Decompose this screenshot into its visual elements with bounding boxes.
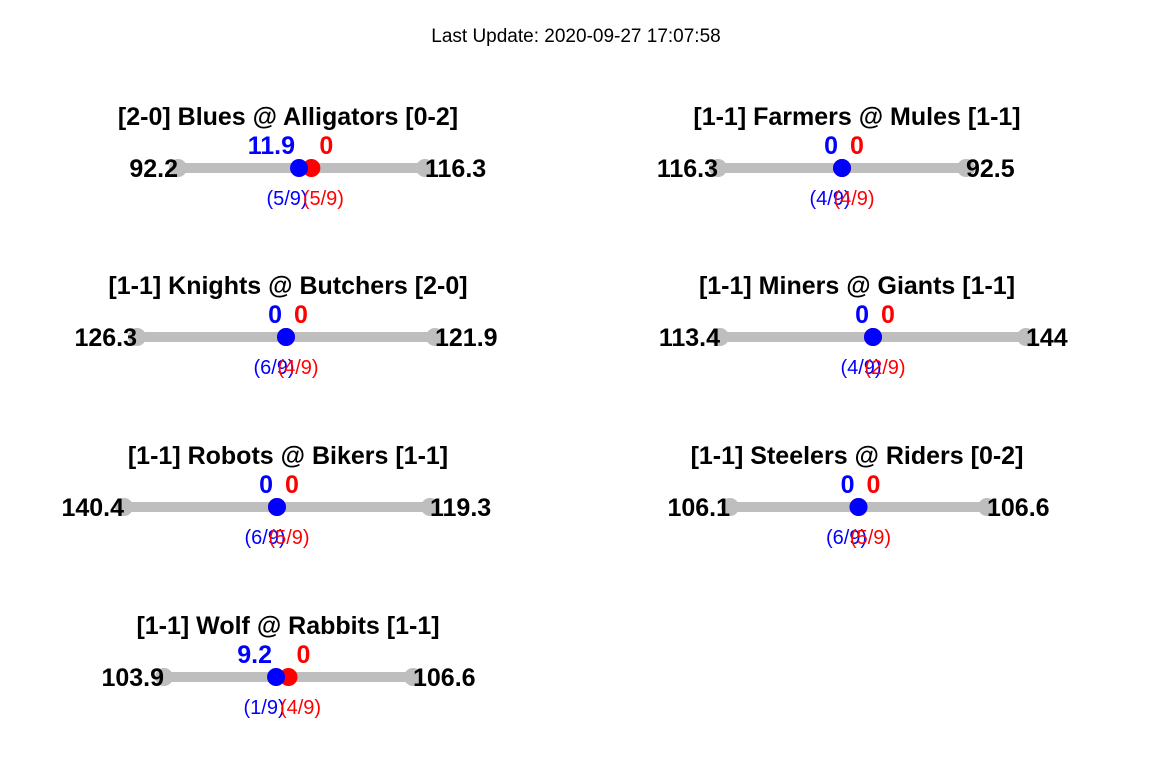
away-points-label: 0 — [259, 471, 273, 499]
away-marker — [833, 159, 851, 177]
matchup-panel: [1-1] Steelers @ Riders [0-2] 106.1 106.6 0… — [667, 442, 1049, 549]
right-total-label: 144 — [1026, 324, 1068, 352]
home-points-label: 0 — [285, 471, 299, 499]
away-marker — [267, 668, 286, 686]
away-progress-label: (6/9) — [253, 357, 294, 379]
right-total-label: 106.6 — [413, 664, 476, 692]
home-points-label: 0 — [297, 641, 311, 669]
left-total-label: 92.2 — [129, 155, 178, 183]
away-points-label: 0 — [855, 301, 869, 329]
matchup-panel: [1-1] Robots @ Bikers [1-1]140.4 119.3 0 0 (… — [61, 442, 491, 549]
track-left-end — [115, 498, 133, 516]
last-update-time: 2020-09-27 17:07:58 — [544, 26, 721, 47]
home-progress-label: (2/9) — [864, 357, 905, 379]
track-left-end — [155, 668, 173, 686]
away-points-label: 9.2 — [237, 641, 272, 669]
away-points-label: 0 — [268, 301, 282, 329]
home-progress-label: (4/9) — [280, 697, 321, 719]
matchup-title: [2-0] Blues @ Alligators [0-2] — [118, 103, 458, 131]
away-progress-label: (4/9) — [809, 188, 850, 210]
home-progress-label: (4/9) — [833, 188, 874, 210]
matchup-panel: [1-1] Wolf @ Rabbits [1-1] 103.9 106.6 9.2 0… — [101, 612, 475, 719]
away-marker — [864, 328, 882, 346]
away-marker — [849, 498, 868, 516]
track-left-end — [721, 498, 739, 516]
away-marker — [268, 498, 286, 516]
left-total-label: 140.4 — [61, 494, 124, 522]
last-update-line: Last Update: 2020-09-27 17:07:58 — [0, 26, 1152, 48]
track-left-end — [169, 159, 187, 177]
track-right-end — [1017, 328, 1035, 346]
matchup-title: [1-1] Robots @ Bikers [1-1] — [128, 442, 448, 470]
home-progress-label: (5/9) — [303, 188, 344, 210]
away-marker — [290, 159, 309, 177]
track-right-end — [416, 159, 434, 177]
home-points-label: 0 — [881, 301, 895, 329]
home-points-label: 0 — [867, 471, 881, 499]
matchup-panel: [1-1] Knights @ Butchers [2-0] 126.3 121.9… — [74, 272, 497, 379]
away-points-label: 0 — [841, 471, 855, 499]
left-total-label: 116.3 — [657, 155, 718, 183]
away-progress-label: (5/9) — [266, 188, 307, 210]
away-progress-label: (6/9) — [826, 527, 867, 549]
left-total-label: 113.4 — [659, 324, 720, 352]
last-update-label: Last Update: — [431, 26, 540, 47]
track-left-end — [128, 328, 146, 346]
matchup-title: [1-1] Miners @ Giants [1-1] — [699, 272, 1015, 300]
matchup-title: [1-1] Wolf @ Rabbits [1-1] — [136, 612, 439, 640]
away-points-label: 0 — [824, 132, 838, 160]
away-marker — [277, 328, 295, 346]
right-total-label: 92.5 — [966, 155, 1015, 183]
track-right-end — [404, 668, 422, 686]
left-total-label: 103.9 — [101, 664, 164, 692]
home-progress-label: (4/9) — [277, 357, 318, 379]
matchup-title: [1-1] Steelers @ Riders [0-2] — [691, 442, 1024, 470]
left-total-label: 126.3 — [74, 324, 137, 352]
away-progress-label: (4/9) — [840, 357, 881, 379]
right-total-label: 119.3 — [430, 494, 491, 522]
matchup-panel: [1-1] Miners @ Giants [1-1] 113.4 144 0 0 (4/… — [659, 272, 1068, 379]
track-left-end — [711, 328, 729, 346]
right-total-label: 106.6 — [987, 494, 1050, 522]
home-progress-label: (5/9) — [850, 527, 891, 549]
track-right-end — [426, 328, 444, 346]
away-points-label: 11.9 — [248, 132, 295, 160]
home-marker — [302, 159, 321, 177]
home-points-label: 0 — [294, 301, 308, 329]
left-total-label: 106.1 — [667, 494, 730, 522]
matchup-panel: [2-0] Blues @ Alligators [0-2] 92.2 116.3 1… — [118, 103, 486, 210]
track-right-end — [978, 498, 996, 516]
right-total-label: 121.9 — [435, 324, 498, 352]
home-points-label: 0 — [850, 132, 864, 160]
matchup-title: [1-1] Farmers @ Mules [1-1] — [693, 103, 1020, 131]
home-marker — [279, 668, 298, 686]
matchup-title: [1-1] Knights @ Butchers [2-0] — [108, 272, 467, 300]
away-progress-label: (1/9) — [243, 697, 284, 719]
track-right-end — [957, 159, 975, 177]
track-right-end — [421, 498, 439, 516]
home-points-label: 0 — [319, 132, 333, 160]
home-progress-label: (5/9) — [268, 527, 309, 549]
track-left-end — [709, 159, 727, 177]
matchup-panel: [1-1] Farmers @ Mules [1-1] 116.3 92.5 0 0 (4… — [657, 103, 1021, 210]
right-total-label: 116.3 — [425, 155, 486, 183]
away-progress-label: (6/9) — [244, 527, 285, 549]
